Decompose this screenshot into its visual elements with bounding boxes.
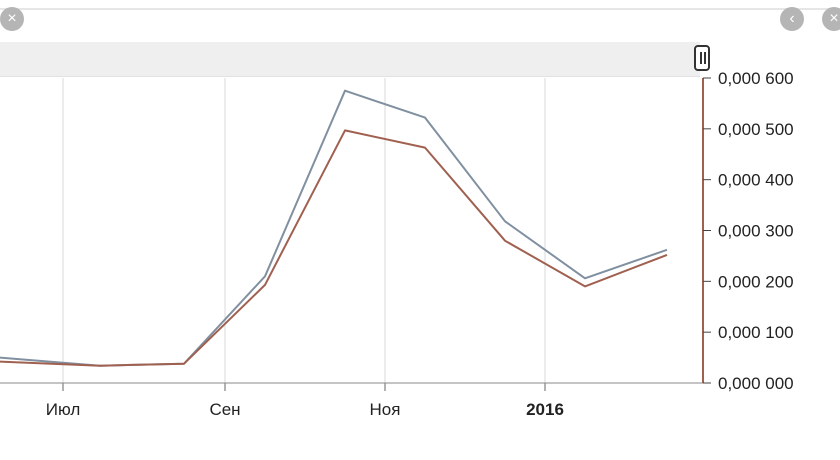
y-tick-label-3: 0,000 300 [718,222,794,241]
x-tick-label-2: Ноя [370,400,401,419]
divider [0,8,840,10]
navigator-strip[interactable] [0,42,700,77]
y-tick-label-5: 0,000 500 [718,120,794,139]
close-icon-right[interactable]: × [822,7,840,31]
chevron-left-icon[interactable]: ‹ [780,7,804,31]
x-tick-label-1: Сен [209,400,240,419]
x-tick-label-0: Июл [46,400,81,419]
close-icon[interactable]: × [0,7,24,31]
x-tick-label-3: 2016 [526,400,564,419]
navigator-handle[interactable] [694,45,710,71]
y-tick-label-1: 0,000 100 [718,323,794,342]
series-line-0 [0,89,668,367]
y-tick-label-0: 0,000 000 [718,374,794,393]
top-bar: × ‹ × [0,0,840,40]
y-tick-label-4: 0,000 400 [718,171,794,190]
y-tick-label-2: 0,000 200 [718,272,794,291]
series-line-1 [0,129,668,367]
y-tick-label-6: 0,000 600 [718,69,794,88]
